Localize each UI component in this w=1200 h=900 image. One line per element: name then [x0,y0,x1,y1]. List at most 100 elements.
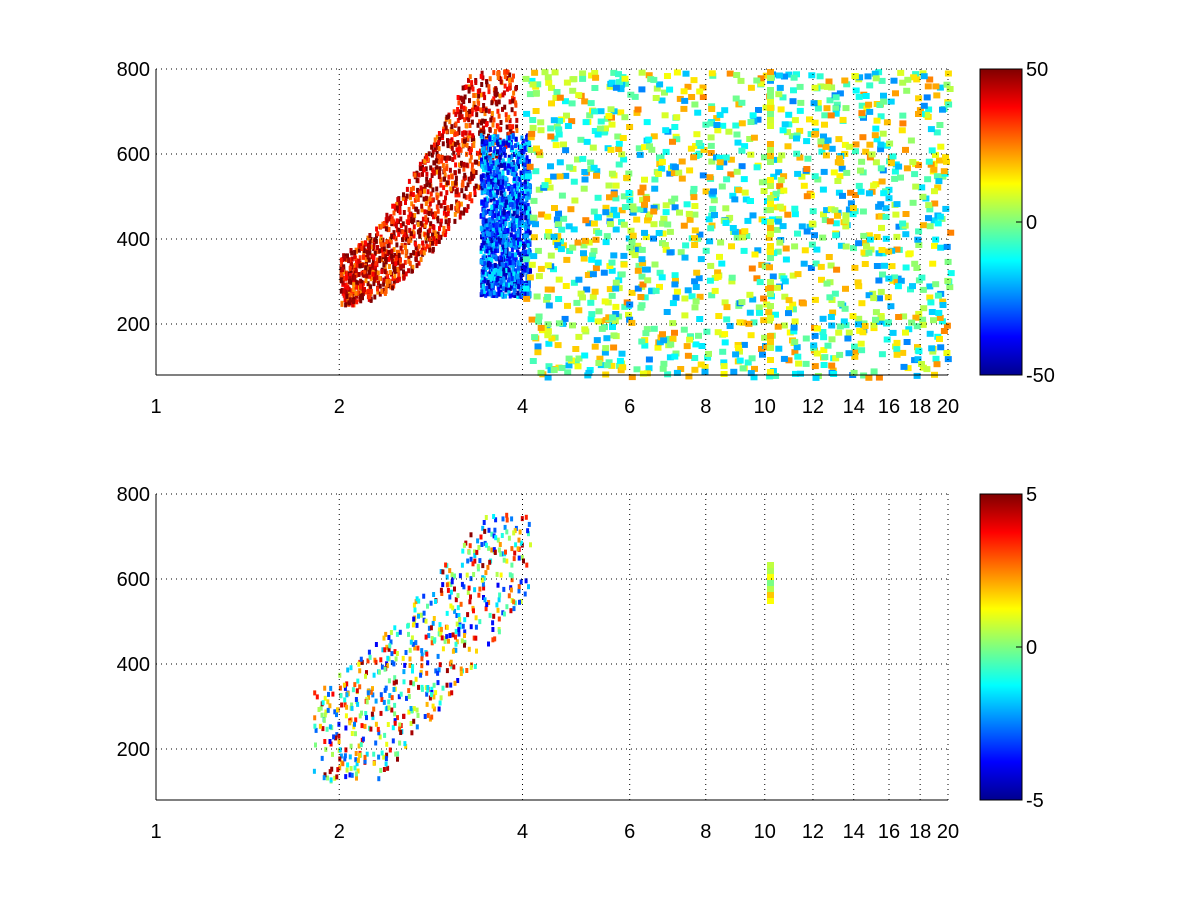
heatmap-cell [396,751,400,757]
heatmap-cell [404,271,408,277]
heatmap-cell [457,168,461,174]
heatmap-cell [507,255,511,261]
heatmap-cell [757,80,765,87]
heatmap-cell [639,184,647,191]
heatmap-cell [331,751,334,757]
heatmap-cell [913,372,921,379]
heatmap-cell [524,189,528,194]
heatmap-cell [469,624,473,630]
heatmap-cell [491,627,495,632]
heatmap-cell [487,284,491,289]
heatmap-cell [847,189,855,196]
heatmap-cell [820,334,828,341]
heatmap-cell [317,707,321,712]
heatmap-cell [405,193,409,199]
heatmap-cell [431,224,435,229]
heatmap-cell [355,775,358,781]
heatmap-cell [414,640,418,646]
heatmap-cell [465,112,469,118]
heatmap-cell [902,231,910,238]
heatmap-cell [811,173,819,180]
heatmap-cell [691,278,699,285]
heatmap-cell [775,169,783,176]
heatmap-cell [690,77,698,84]
heatmap-cell [523,291,527,297]
heatmap-cell [514,136,518,142]
heatmap-cell [437,131,441,136]
heatmap-cells [312,512,774,784]
heatmap-cell [472,168,476,174]
heatmap-cell [516,290,520,296]
heatmap-cell [412,224,416,230]
heatmap-cell [548,100,555,107]
heatmap-cell [733,234,741,241]
heatmap-cell [602,204,610,211]
heatmap-cell [474,635,478,641]
heatmap-cell [322,717,326,723]
heatmap-cell [357,247,361,253]
heatmap-cell [399,691,403,697]
heatmap-cell [615,161,623,168]
heatmap-cell [411,219,414,225]
heatmap-cell [493,213,496,219]
x-tick-label: 16 [878,396,900,418]
heatmap-cell [760,188,768,194]
heatmap-cell [378,291,382,297]
heatmap-cell [747,198,754,204]
heatmap-cell [510,147,514,153]
heatmap-cell [438,166,442,172]
heatmap-cell [524,514,528,520]
heatmap-cell [428,182,432,188]
heatmap-cell [616,79,623,86]
heatmap-cell [402,192,405,198]
heatmap-cell [575,276,583,283]
heatmap-cell [417,684,420,690]
heatmap-cell [610,191,618,198]
heatmap-cell [479,92,483,98]
heatmap-cell [417,598,421,604]
heatmap-cell [390,707,394,713]
heatmap-cell [396,715,399,721]
heatmap-cell [914,344,921,351]
heatmap-feature [766,562,774,604]
heatmap-cell [515,128,519,133]
heatmap-cell [754,247,762,254]
heatmap-cell [808,241,816,248]
x-tick-label: 12 [802,396,824,418]
heatmap-cell [472,136,475,142]
heatmap-cell [673,369,681,376]
x-tick-label: 14 [843,396,865,418]
heatmap-cell [489,279,493,285]
heatmap-cell [358,263,362,269]
heatmap-cell [409,639,413,645]
heatmap-cell [348,278,351,284]
heatmap-cell [553,216,561,223]
heatmap-cell [517,192,521,198]
heatmap-cell [537,324,545,331]
heatmap-cell [445,114,449,120]
heatmap-cell [488,261,492,267]
heatmap-cell [924,176,932,183]
heatmap-cell [494,87,498,93]
heatmap-cell [861,261,869,267]
heatmap-cell [812,260,820,267]
heatmap-cell [482,107,486,112]
heatmap-cell [477,93,481,99]
heatmap-cell [870,182,878,189]
heatmap-cell [470,119,474,125]
heatmap-cell [818,276,825,283]
heatmap-cell [432,706,436,712]
heatmap-cell [382,221,386,226]
heatmap-cell [362,262,366,268]
heatmap-cell [354,757,358,763]
heatmap-cell [499,283,503,289]
heatmap-cell [875,277,883,284]
heatmap-cell [718,183,726,190]
heatmap-cell [328,739,332,744]
heatmap-cell [710,188,717,195]
heatmap-cell [581,169,589,175]
heatmap-cell [841,141,849,148]
heatmap-cell [445,128,449,134]
heatmap-cell [488,168,492,174]
heatmap-cell [729,192,737,199]
